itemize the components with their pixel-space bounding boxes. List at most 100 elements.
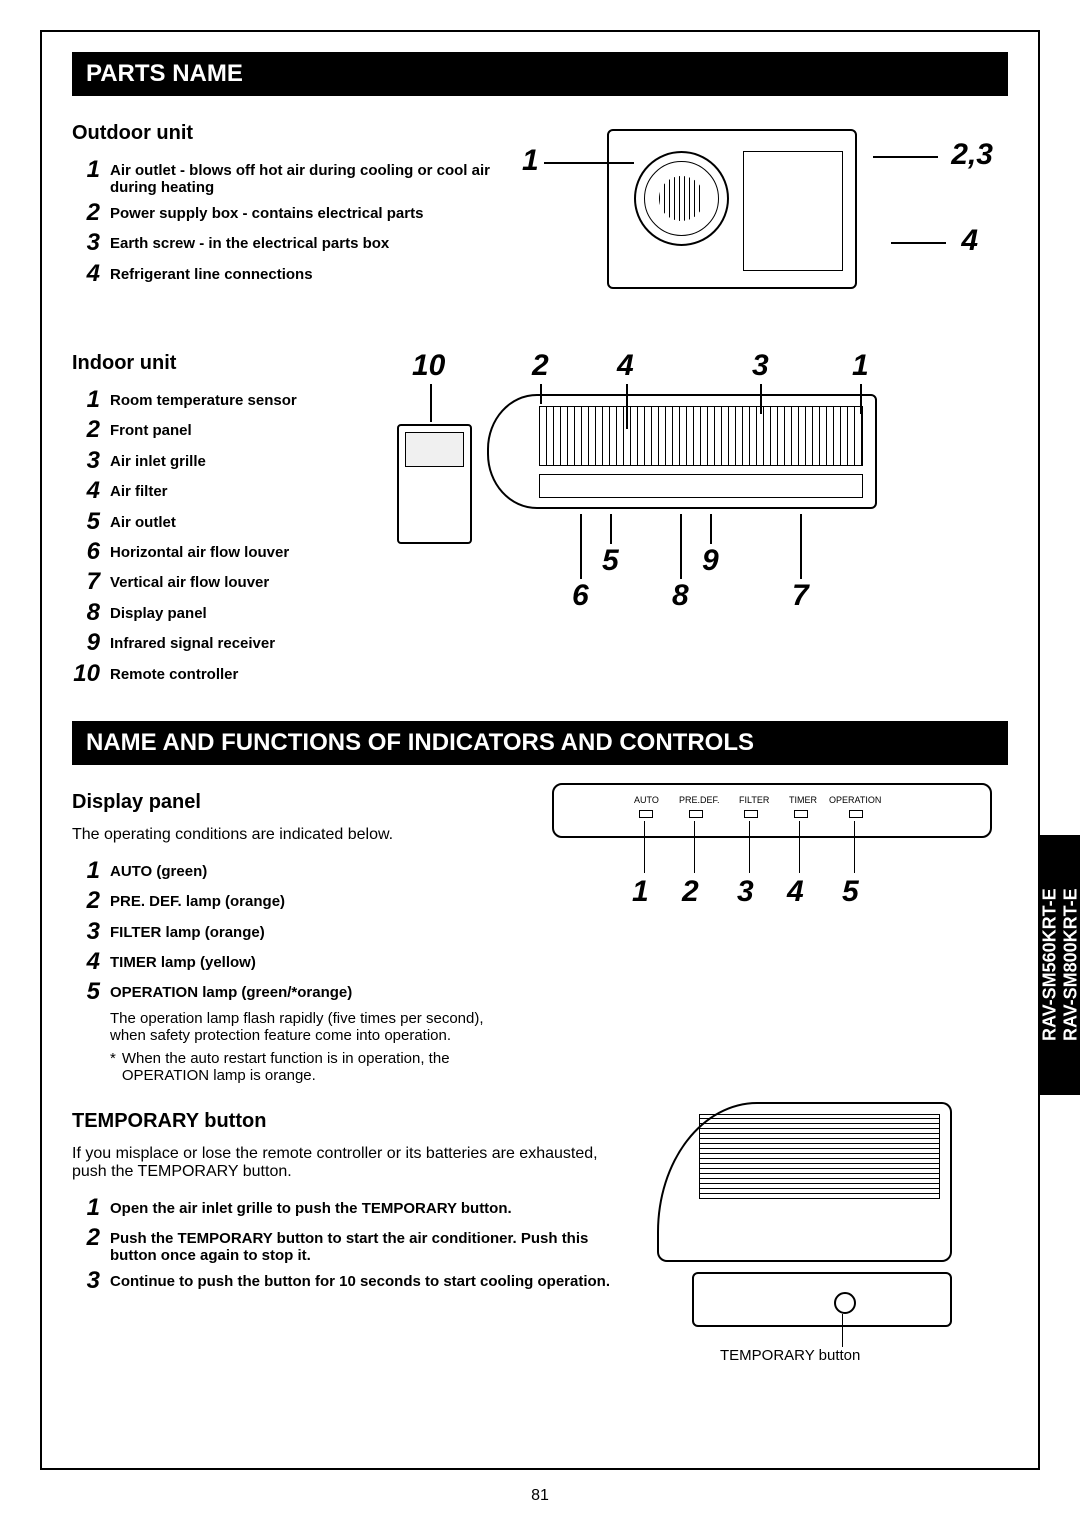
list-num: 3 bbox=[72, 919, 100, 945]
indoor-item: 4 Air filter bbox=[72, 478, 372, 504]
list-text: Horizontal air flow louver bbox=[110, 539, 289, 561]
temporary-item: 3 Continue to push the button for 10 seco… bbox=[72, 1268, 632, 1294]
list-num: 9 bbox=[72, 630, 100, 656]
indoor-item: 5Air outlet bbox=[72, 509, 372, 535]
list-text: Display panel bbox=[110, 600, 207, 622]
diagram-label-4: 4 bbox=[961, 224, 978, 258]
list-text: Continue to push the button for 10 secon… bbox=[110, 1268, 610, 1290]
indoor-item: 7 Vertical air flow louver bbox=[72, 569, 372, 595]
list-num: 4 bbox=[72, 478, 100, 504]
list-text: Air filter bbox=[110, 478, 168, 500]
diagram-label-2: 2 bbox=[532, 349, 549, 383]
list-num: 6 bbox=[72, 539, 100, 565]
indoor-item: 10 Remote controller bbox=[72, 661, 372, 687]
diagram-label-dp3: 3 bbox=[737, 875, 754, 909]
display-panel-row: Display panel The operating conditions a… bbox=[72, 783, 1008, 1084]
diagram-label-1: 1 bbox=[852, 349, 869, 383]
list-text: Front panel bbox=[110, 417, 192, 439]
list-num: 3 bbox=[72, 1268, 100, 1294]
list-text: PRE. DEF. lamp (orange) bbox=[110, 888, 285, 910]
temporary-panel-icon bbox=[692, 1272, 952, 1327]
diagram-label-dp5: 5 bbox=[842, 875, 859, 909]
diagram-label-1: 1 bbox=[522, 144, 539, 178]
temporary-diagram: TEMPORARY button bbox=[652, 1102, 1008, 1382]
asterisk: * bbox=[110, 1050, 116, 1084]
list-num: 4 bbox=[72, 261, 100, 287]
diagram-label-10: 10 bbox=[412, 349, 445, 383]
outdoor-item: 3 Earth screw - in the electrical parts b… bbox=[72, 230, 492, 256]
list-num: 4 bbox=[72, 949, 100, 975]
list-text: Air inlet grille bbox=[110, 448, 206, 470]
list-text: Open the air inlet grille to push the TE… bbox=[110, 1195, 512, 1217]
display-panel-list: 1 AUTO (green) 2PRE. DEF. lamp (orange) 3… bbox=[72, 858, 502, 1006]
outdoor-item: 4 Refrigerant line connections bbox=[72, 261, 492, 287]
indoor-item: 8 Display panel bbox=[72, 600, 372, 626]
list-num: 10 bbox=[72, 661, 100, 687]
led-timer-label: TIMER bbox=[789, 795, 817, 805]
diagram-label-4: 4 bbox=[617, 349, 634, 383]
asterisk-text: When the auto restart function is in ope… bbox=[122, 1050, 502, 1084]
indoor-unit-diagram: 10 2 4 3 1 5 9 6 8 7 bbox=[392, 344, 1008, 644]
display-item: 2PRE. DEF. lamp (orange) bbox=[72, 888, 502, 914]
led-predef-label: PRE.DEF. bbox=[679, 795, 720, 805]
diagram-label-dp4: 4 bbox=[787, 875, 804, 909]
temporary-list: 1 Open the air inlet grille to push the T… bbox=[72, 1195, 632, 1295]
list-text: Refrigerant line connections bbox=[110, 261, 313, 283]
display-panel-diagram: AUTO PRE.DEF. FILTER TIMER OPERATION 1 bbox=[522, 783, 1008, 923]
indoor-item: 2 Front panel bbox=[72, 417, 372, 443]
diagram-label-6: 6 bbox=[572, 579, 589, 613]
list-num: 1 bbox=[72, 858, 100, 884]
outdoor-row: Outdoor unit 1Air outlet - blows off hot… bbox=[72, 114, 1008, 314]
temporary-button-icon bbox=[834, 1292, 856, 1314]
indoor-row: Indoor unit 1 Room temperature sensor 2 Fr… bbox=[72, 344, 1008, 691]
diagram-label-dp2: 2 bbox=[682, 875, 699, 909]
display-item: 1 AUTO (green) bbox=[72, 858, 502, 884]
list-text: TIMER lamp (yellow) bbox=[110, 949, 256, 971]
indoor-unit-open-icon bbox=[657, 1102, 952, 1262]
list-num: 1 bbox=[72, 1195, 100, 1221]
indoor-unit-icon bbox=[487, 394, 877, 509]
list-num: 2 bbox=[72, 417, 100, 443]
list-text: Air outlet - blows off hot air during co… bbox=[110, 157, 492, 196]
list-num: 3 bbox=[72, 230, 100, 256]
side-tab-line2: RAV-SM800KRT-E bbox=[1060, 889, 1080, 1042]
outdoor-list: 1Air outlet - blows off hot air during c… bbox=[72, 157, 492, 287]
indoor-item: 1 Room temperature sensor bbox=[72, 387, 372, 413]
indoor-list: 1Room temperature sensor 2Front panel 3A… bbox=[72, 387, 372, 687]
led-filter-label: FILTER bbox=[739, 795, 769, 805]
temporary-row: TEMPORARY button If you misplace or lose… bbox=[72, 1102, 1008, 1382]
temporary-button-label: TEMPORARY button bbox=[720, 1347, 860, 1364]
list-text: FILTER lamp (orange) bbox=[110, 919, 265, 941]
parts-name-header: PARTS NAME bbox=[72, 52, 1008, 96]
display-panel-icon: AUTO PRE.DEF. FILTER TIMER OPERATION bbox=[552, 783, 992, 838]
led-operation-label: OPERATION bbox=[829, 795, 881, 805]
indoor-unit-title: Indoor unit bbox=[72, 352, 372, 375]
asterisk-note: * When the auto restart function is in o… bbox=[110, 1050, 502, 1084]
model-side-tab: RAV-SM560KRT-E RAV-SM800KRT-E bbox=[1040, 835, 1080, 1095]
list-num: 1 bbox=[72, 387, 100, 413]
list-num: 8 bbox=[72, 600, 100, 626]
outdoor-unit-diagram: 1 2,3 4 bbox=[512, 114, 1008, 314]
remote-controller-icon bbox=[397, 424, 472, 544]
list-text: Power supply box - contains electrical p… bbox=[110, 200, 423, 222]
display-item: 3 FILTER lamp (orange) bbox=[72, 919, 502, 945]
list-text: Vertical air flow louver bbox=[110, 569, 269, 591]
temporary-item: 2Push the TEMPORARY button to start the … bbox=[72, 1225, 632, 1264]
list-text: Remote controller bbox=[110, 661, 238, 683]
operation-note: The operation lamp flash rapidly (five t… bbox=[110, 1010, 502, 1044]
outdoor-unit-icon bbox=[607, 129, 857, 289]
list-text: AUTO (green) bbox=[110, 858, 207, 880]
diagram-label-7: 7 bbox=[792, 579, 809, 613]
diagram-label-23: 2,3 bbox=[951, 138, 993, 172]
page-border: PARTS NAME Outdoor unit 1Air outlet - bl… bbox=[40, 30, 1040, 1470]
outdoor-item: 1Air outlet - blows off hot air during c… bbox=[72, 157, 492, 196]
indoor-item: 6 Horizontal air flow louver bbox=[72, 539, 372, 565]
list-text: Infrared signal receiver bbox=[110, 630, 275, 652]
list-num: 7 bbox=[72, 569, 100, 595]
list-num: 2 bbox=[72, 200, 100, 226]
list-text: Earth screw - in the electrical parts bo… bbox=[110, 230, 389, 252]
temporary-item: 1 Open the air inlet grille to push the T… bbox=[72, 1195, 632, 1221]
list-text: Room temperature sensor bbox=[110, 387, 297, 409]
page-number: 81 bbox=[0, 1487, 1080, 1505]
display-item: 5OPERATION lamp (green/*orange) bbox=[72, 979, 502, 1005]
